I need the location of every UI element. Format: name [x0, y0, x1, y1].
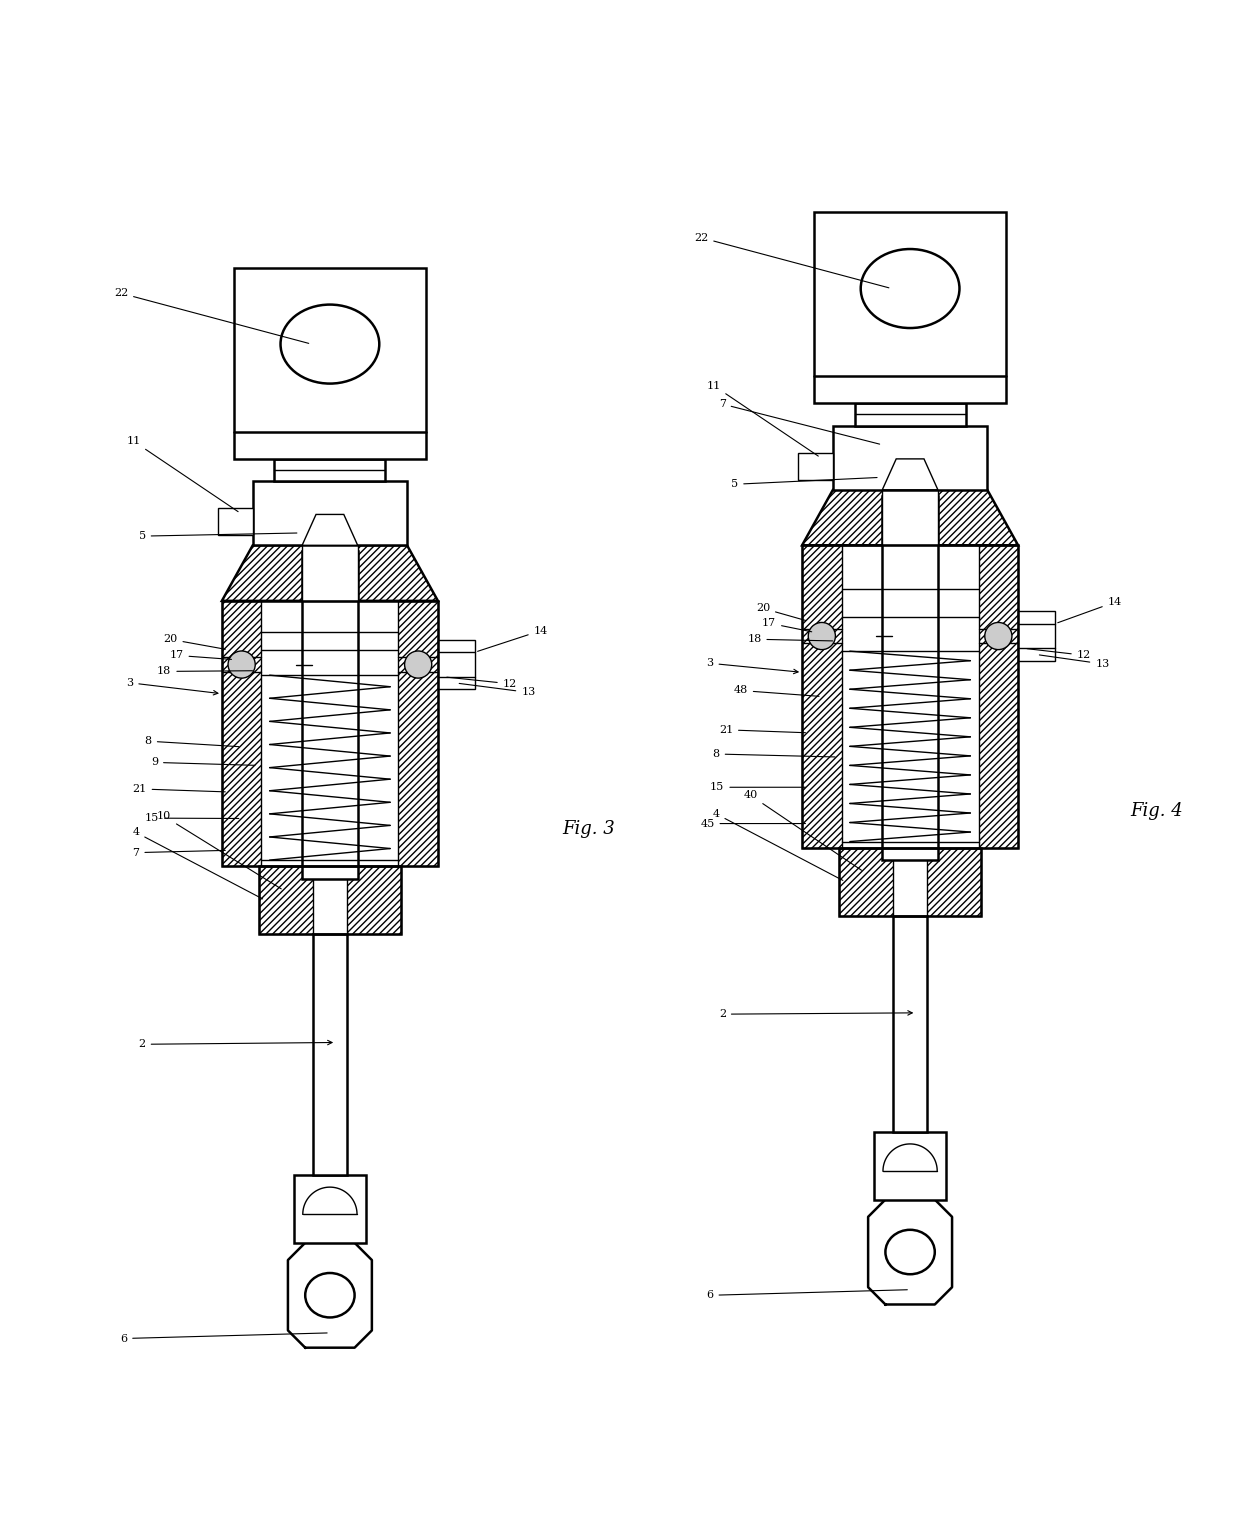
- Text: 2: 2: [139, 1039, 332, 1050]
- Circle shape: [404, 651, 432, 678]
- Text: Fig. 3: Fig. 3: [563, 820, 615, 838]
- Text: 10: 10: [157, 812, 281, 889]
- Bar: [833, 425, 987, 490]
- Bar: [222, 600, 262, 866]
- Text: 18: 18: [748, 634, 832, 645]
- Bar: [802, 545, 1018, 847]
- Bar: [303, 551, 357, 878]
- Circle shape: [228, 651, 255, 678]
- Text: 6: 6: [707, 1289, 908, 1300]
- Text: 3: 3: [126, 678, 218, 695]
- Text: 13: 13: [459, 683, 536, 697]
- Text: 18: 18: [157, 666, 253, 677]
- Circle shape: [808, 623, 836, 649]
- Text: 22: 22: [114, 289, 309, 344]
- Bar: [883, 477, 937, 545]
- Bar: [222, 600, 438, 866]
- Bar: [893, 916, 928, 1131]
- Bar: [883, 496, 937, 860]
- Bar: [274, 459, 386, 480]
- Bar: [854, 404, 966, 425]
- Text: 8: 8: [713, 749, 835, 758]
- Bar: [253, 480, 407, 545]
- Bar: [802, 545, 842, 847]
- Text: 45: 45: [701, 818, 806, 829]
- Polygon shape: [288, 1243, 372, 1348]
- Text: 40: 40: [744, 791, 862, 870]
- Text: 15: 15: [711, 783, 806, 792]
- Text: 8: 8: [145, 737, 239, 746]
- Text: 9: 9: [151, 757, 255, 768]
- Ellipse shape: [885, 1230, 935, 1274]
- Text: 20: 20: [164, 634, 226, 649]
- Bar: [978, 545, 1018, 847]
- Polygon shape: [222, 545, 438, 600]
- Ellipse shape: [861, 249, 960, 328]
- Text: 20: 20: [756, 603, 806, 620]
- Polygon shape: [883, 459, 937, 490]
- Text: 12: 12: [1027, 649, 1091, 660]
- Text: 13: 13: [1039, 655, 1110, 669]
- Bar: [815, 212, 1006, 404]
- Polygon shape: [802, 490, 1018, 545]
- Text: 5: 5: [139, 531, 296, 542]
- Text: 7: 7: [133, 847, 226, 858]
- Bar: [842, 545, 978, 847]
- Text: 15: 15: [145, 814, 239, 823]
- Ellipse shape: [280, 304, 379, 384]
- Bar: [259, 866, 312, 935]
- Text: 11: 11: [126, 436, 238, 511]
- Polygon shape: [303, 514, 357, 545]
- Bar: [839, 847, 981, 916]
- Bar: [347, 866, 401, 935]
- Polygon shape: [868, 1199, 952, 1305]
- Bar: [303, 533, 357, 600]
- Bar: [839, 847, 893, 916]
- Text: 14: 14: [477, 626, 548, 651]
- Text: 21: 21: [719, 725, 806, 735]
- Text: 5: 5: [732, 477, 877, 490]
- Text: 2: 2: [719, 1008, 913, 1019]
- Text: 7: 7: [719, 399, 879, 444]
- Bar: [262, 600, 398, 866]
- Text: 22: 22: [694, 233, 889, 289]
- Ellipse shape: [305, 1273, 355, 1317]
- Text: 48: 48: [734, 686, 820, 697]
- Bar: [438, 640, 475, 689]
- Bar: [799, 453, 833, 480]
- Bar: [234, 267, 425, 459]
- Text: Fig. 4: Fig. 4: [1131, 801, 1183, 820]
- Text: 17: 17: [170, 651, 232, 660]
- Bar: [259, 866, 401, 935]
- Bar: [218, 508, 253, 536]
- Circle shape: [985, 623, 1012, 649]
- Bar: [874, 1131, 946, 1199]
- Text: 11: 11: [707, 381, 818, 456]
- Text: 21: 21: [133, 784, 226, 794]
- Text: 17: 17: [761, 619, 812, 632]
- Text: 4: 4: [713, 809, 843, 881]
- Bar: [294, 1174, 366, 1243]
- Bar: [312, 935, 347, 1174]
- Bar: [928, 847, 981, 916]
- Text: 4: 4: [133, 827, 263, 900]
- Text: 14: 14: [1058, 597, 1122, 623]
- Text: 6: 6: [120, 1332, 327, 1343]
- Text: 3: 3: [707, 659, 799, 674]
- Bar: [1018, 611, 1055, 660]
- Text: 12: 12: [446, 677, 517, 689]
- Bar: [398, 600, 438, 866]
